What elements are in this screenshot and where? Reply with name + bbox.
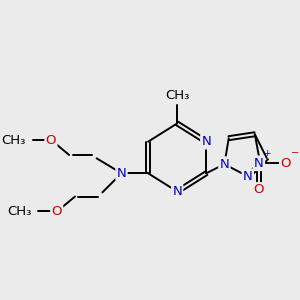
Text: O: O — [46, 134, 56, 146]
Text: N: N — [172, 185, 182, 198]
Text: CH₃: CH₃ — [8, 205, 32, 218]
Text: O: O — [254, 183, 264, 196]
Text: CH₃: CH₃ — [165, 89, 189, 102]
Text: N: N — [201, 135, 211, 148]
Text: N: N — [243, 170, 253, 183]
Text: CH₃: CH₃ — [2, 134, 26, 146]
Text: +: + — [263, 149, 271, 158]
Text: O: O — [280, 157, 291, 170]
Text: O: O — [52, 205, 62, 218]
Text: −: − — [290, 148, 299, 158]
Text: N: N — [117, 167, 126, 180]
Text: N: N — [220, 158, 229, 171]
Text: N: N — [254, 157, 264, 170]
